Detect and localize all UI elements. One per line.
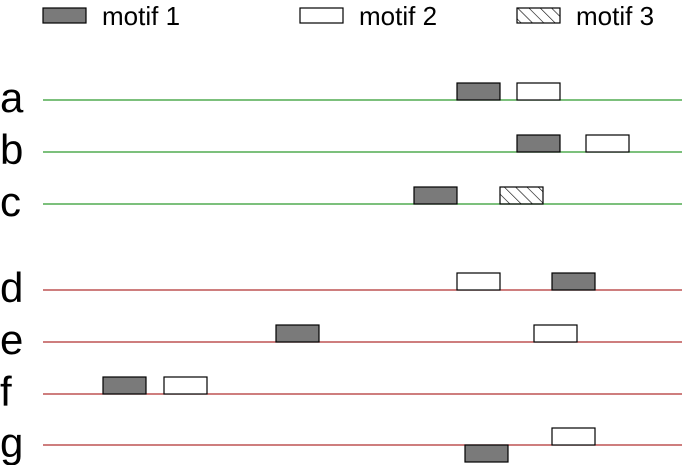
legend: motif 1 motif 2 motif 3 [42,1,654,31]
motif-filled-box [551,272,596,291]
legend-label: motif 3 [576,1,654,31]
row-label: b [0,126,23,173]
motif-hatched-box [499,186,544,205]
legend-label: motif 1 [102,1,180,31]
legend-label: motif 2 [359,1,437,31]
legend-swatch-empty [299,7,344,24]
motif-empty-box [456,272,501,291]
motif-empty-box [533,324,578,343]
row-label: c [0,178,21,225]
row-label: a [0,74,24,121]
row-e: e [0,316,682,363]
row-g: g [0,419,682,466]
legend-item-2: motif 2 [299,1,437,31]
motif-filled-box [464,444,509,463]
row-label: d [0,264,23,311]
row-b: b [0,126,682,173]
motif-filled-box [102,376,147,395]
row-f: f [0,368,682,415]
legend-swatch-filled [42,7,87,24]
motif-empty-box [163,376,208,395]
motif-filled-box [456,82,501,101]
legend-item-1: motif 1 [42,1,180,31]
motif-filled-box [516,134,561,153]
legend-swatch-hatched [516,7,561,24]
motif-filled-box [413,186,458,205]
motif-filled-box [275,324,320,343]
motif-empty-box [516,82,561,101]
row-c: c [0,178,682,225]
row-label: g [0,419,23,465]
row-d: d [0,264,682,311]
row-a: a [0,74,682,121]
row-label: f [0,368,12,415]
row-label: e [0,316,23,363]
legend-item-3: motif 3 [516,1,654,31]
motif-empty-box [551,427,596,446]
motif-empty-box [585,134,630,153]
